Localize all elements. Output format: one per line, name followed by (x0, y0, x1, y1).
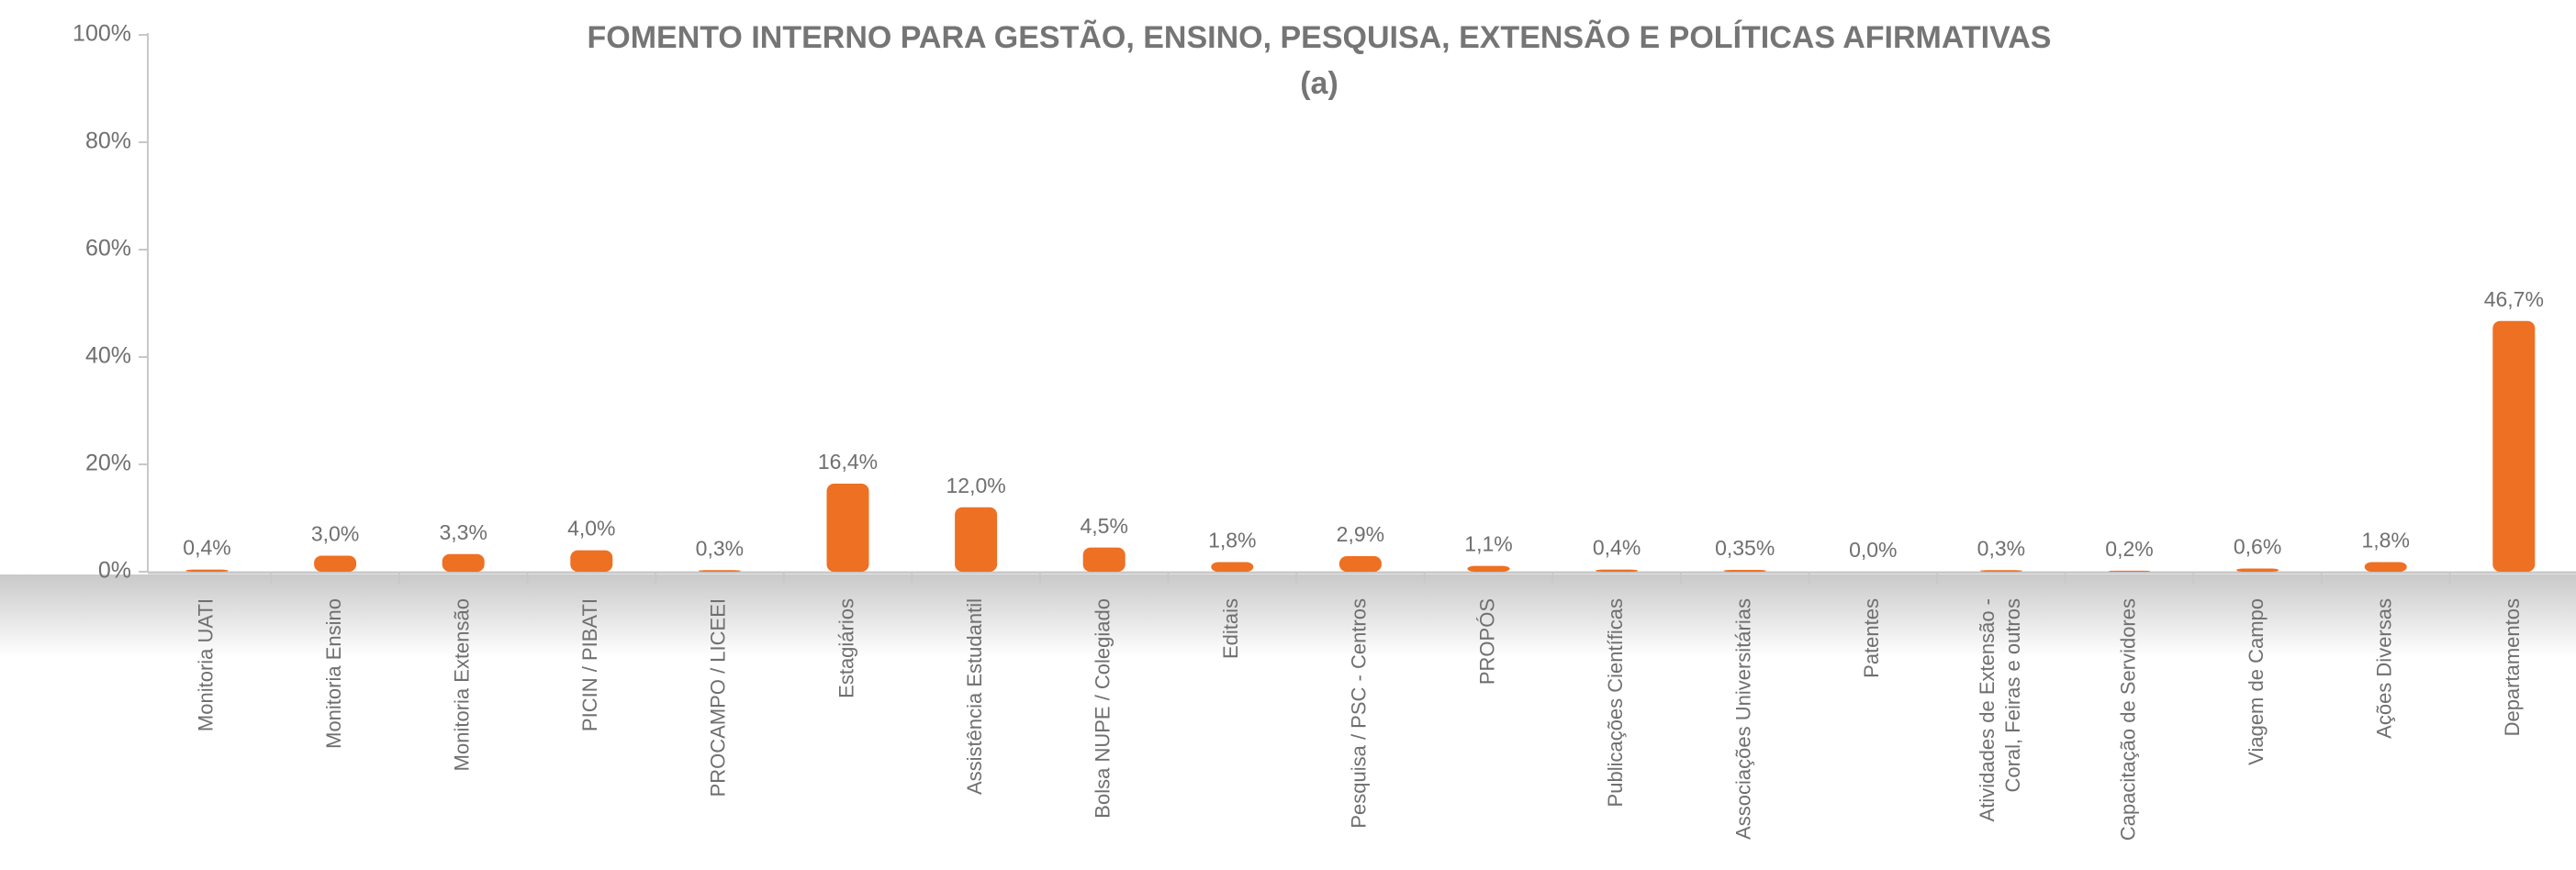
bar (955, 507, 998, 572)
value-label: 0,3% (696, 536, 744, 560)
value-label: 0,0% (1849, 538, 1897, 562)
value-label: 12,0% (946, 474, 1005, 497)
y-tick-label: 80% (85, 128, 131, 154)
bar (185, 569, 229, 572)
value-label: 0,4% (1593, 536, 1641, 560)
value-label: 0,2% (2105, 537, 2153, 561)
bar (1211, 562, 1254, 572)
x-tick-label: PROCAMPO / LICEEI (707, 598, 730, 797)
x-tick-label: Monitoria Extensão (451, 598, 474, 771)
x-tick-label: Patentes (1860, 598, 1883, 678)
x-tick-label: Associações Universitárias (1732, 598, 1755, 840)
x-tick-label: Monitoria UATI (194, 598, 217, 731)
bar (314, 555, 357, 572)
chart-title: FOMENTO INTERNO PARA GESTÃO, ENSINO, PES… (588, 20, 2052, 55)
x-tick-label: Bolsa NUPE / Colegiado (1092, 598, 1114, 819)
value-label: 1,8% (1208, 529, 1256, 552)
value-label: 4,5% (1080, 514, 1127, 538)
value-label: 46,7% (2484, 287, 2544, 311)
y-tick-label: 0% (98, 558, 131, 584)
value-label: 1,8% (2361, 529, 2409, 552)
value-label: 16,4% (818, 450, 878, 474)
value-label: 0,6% (2234, 535, 2281, 559)
value-label: 1,1% (1464, 532, 1512, 556)
bar (2492, 320, 2536, 572)
value-label: 3,3% (439, 520, 487, 544)
y-tick-label: 100% (73, 21, 131, 47)
x-tick-label: Departamentos (2501, 598, 2524, 736)
y-tick-label: 40% (85, 343, 131, 369)
x-tick-label: Viagem de Campo (2245, 598, 2268, 765)
y-tick-label: 20% (85, 451, 131, 476)
x-tick-label: Pesquisa / PSC - Centros (1348, 598, 1371, 829)
bar (1082, 547, 1126, 572)
bar (1596, 569, 1639, 572)
x-tick-label: Assistência Estudantil (963, 598, 986, 795)
bar (826, 484, 869, 572)
bar (442, 553, 485, 572)
x-tick-label: Publicações Científicas (1604, 598, 1627, 807)
value-label: 0,4% (183, 536, 230, 560)
bar (698, 570, 741, 572)
bar (2364, 562, 2407, 572)
bar (1979, 570, 2022, 572)
bar (2236, 568, 2279, 572)
bar (570, 550, 613, 572)
x-tick-label: Editais (1219, 598, 1242, 659)
value-label: 3,0% (311, 522, 359, 546)
value-label: 0,35% (1715, 536, 1775, 560)
bar (2108, 570, 2151, 572)
x-tick-label: Estagiários (834, 598, 857, 698)
x-tick-label: Ações Diversas (2373, 598, 2396, 739)
value-label: 2,9% (1337, 522, 1384, 546)
x-tick-label: PICIN / PIBATI (578, 598, 601, 731)
y-tick-label: 60% (85, 236, 131, 262)
x-tick-label: PROPÓS (1475, 598, 1498, 685)
value-label: 0,3% (1977, 536, 2025, 560)
x-tick-label: Capacitação de Servidores (2116, 598, 2139, 841)
axis-shadow (0, 574, 2576, 657)
x-tick-label: Monitoria Ensino (322, 598, 345, 749)
bar (1467, 565, 1510, 572)
x-tick-label: Atividades de Extensão - Coral, Feiras e … (1976, 598, 2024, 821)
bar (1338, 556, 1382, 572)
value-label: 4,0% (567, 517, 615, 541)
bar (1723, 569, 1766, 572)
chart-subtitle: (a) (1300, 66, 1338, 101)
